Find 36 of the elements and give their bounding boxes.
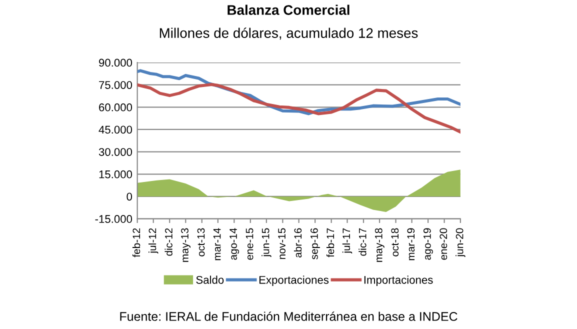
y-tick-label: 30.000: [98, 148, 132, 156]
x-tick-label: jun-15: [262, 228, 272, 258]
x-tick-label: ago-19: [423, 228, 433, 260]
y-tick-label: -15.000: [95, 215, 132, 223]
x-tick-label: abr-16: [294, 228, 302, 258]
x-tick-label: jun-20: [456, 228, 466, 258]
line-series: [137, 83, 460, 134]
y-tick-label: 15.000: [99, 170, 132, 178]
x-tick-label: ene-15: [246, 228, 254, 260]
x-tick-label: mar-19: [407, 228, 415, 260]
x-tick-label: sep-16: [310, 228, 320, 260]
y-tick-label: 45.000: [98, 126, 132, 134]
chart-title: Balanza Comercial: [228, 4, 350, 15]
source-note: Fuente: IERAL de Fundación Mediterránea en base a INDEC: [120, 312, 458, 321]
x-tick-label: feb-12: [132, 228, 140, 258]
y-tick-label: 75.000: [99, 81, 132, 89]
x-tick-label: dic-12: [164, 228, 172, 256]
x-tick-label: mar-14: [213, 228, 221, 260]
legend-label: Saldo: [196, 276, 224, 284]
y-tick-label: 90.000: [99, 58, 132, 67]
x-tick-label: jul-12: [148, 228, 158, 254]
legend-label: Exportaciones: [259, 276, 329, 286]
x-tick-label: oct-13: [197, 228, 205, 256]
y-tick-label: 0: [126, 192, 132, 201]
x-tick-label: may-13: [181, 228, 190, 262]
x-tick-label: ene-20: [440, 228, 448, 260]
x-tick-label: oct-18: [391, 228, 399, 256]
x-tick-label: ago-14: [230, 228, 240, 260]
x-tick-label: feb-17: [326, 228, 334, 258]
x-tick-label: dic-17: [358, 228, 366, 256]
chart-subtitle: Millones de dólares, acumulado 12 meses: [160, 28, 418, 40]
x-tick-label: jul-17: [342, 228, 352, 254]
y-tick-label: 60.000: [99, 103, 132, 112]
legend-label: Importaciones: [364, 276, 433, 286]
x-tick-label: may-18: [374, 228, 384, 262]
x-tick-label: nov-15: [278, 228, 286, 259]
